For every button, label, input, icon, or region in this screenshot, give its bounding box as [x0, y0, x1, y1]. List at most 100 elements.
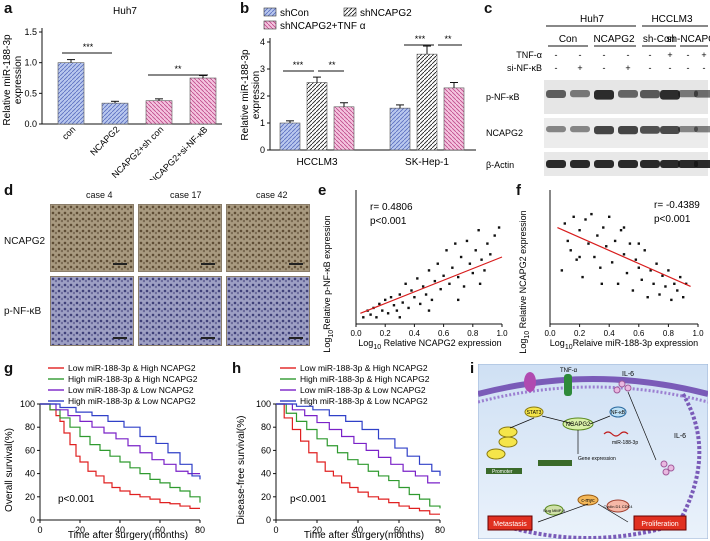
panel-c-band-actin: β-Actin: [486, 160, 514, 170]
c-sinfkb-sign: -: [555, 63, 558, 73]
panel-e-chart: Log10Relative p-NF-κB expression Log10 R…: [322, 190, 508, 353]
scatter-point: [457, 298, 460, 302]
il6-icon-2: [660, 460, 675, 476]
i-mir: miR-188-3p: [612, 440, 638, 446]
scatter-point: [596, 234, 599, 237]
band-ncapg2: [546, 126, 566, 133]
panel-c-blot: Huh7 HCCLM3 Con NCAPG2 sh-Con sh-NCAPG2 …: [486, 14, 710, 176]
panel-b-ylabel-1: Relative miR-188-3p: [240, 49, 251, 141]
panel-g-ylabel: Overall survival(%): [4, 428, 15, 512]
scatter-point: [646, 296, 649, 299]
c-sinfkb-sign: -: [703, 63, 706, 73]
band-pnfkb: [660, 90, 680, 100]
legend-shncapg2: shNCAPG2: [360, 8, 412, 19]
scatter-point: [649, 269, 652, 272]
panel-d-ihc: case 4 case 17 case 42 NCAPG2 p-NF-κB: [0, 182, 316, 358]
band-pnfkb: [694, 90, 710, 98]
km-xtick-label: 40: [115, 525, 125, 535]
band-actin: [594, 160, 614, 168]
scatter-xtick-label: 0.4: [409, 329, 421, 338]
panel-b-sig-2: **: [328, 60, 336, 70]
a-ytick-label: 0.5: [24, 88, 37, 98]
panel-c-group-ncapg2: NCAPG2: [593, 34, 635, 45]
nfkb-node: [609, 406, 627, 418]
scatter-point: [421, 285, 425, 288]
panel-c-band-ncapg2: NCAPG2: [486, 128, 523, 138]
panel-c-group-shcon: sh-Con: [643, 34, 675, 45]
band-pnfkb: [678, 90, 698, 98]
scatter-point: [637, 266, 640, 269]
scatter-xtick-label: 0.8: [663, 329, 675, 338]
b-category-label: HCCLM3: [296, 157, 338, 168]
legend-swatch-shcon: [263, 7, 277, 17]
scatter-point: [652, 282, 655, 285]
b-ytick-label: 2: [260, 91, 265, 101]
scatter-point: [427, 309, 431, 312]
i-nfkb: NF-κB: [611, 410, 626, 416]
c-sinfkb-sign: -: [603, 63, 606, 73]
km-curve: [40, 403, 200, 509]
band-pnfkb: [640, 90, 660, 99]
b-bar: [333, 106, 355, 151]
scatter-point: [593, 255, 596, 259]
panel-f-xlabel: Log10Relaive miR-188-3p expression: [550, 338, 698, 351]
band-actin: [660, 160, 680, 168]
c-tnf-sign: -: [627, 50, 630, 60]
i-metastasis: Metastasis: [493, 521, 527, 528]
panel-g-letter: g: [4, 360, 14, 377]
scatter-point: [465, 239, 469, 243]
membrane: [478, 376, 708, 397]
b-category-label: SK-Hep-1: [405, 157, 449, 168]
km-ytick-label: 40: [25, 469, 35, 479]
b-bar: [443, 87, 465, 151]
km-curve: [276, 403, 441, 476]
panel-c-group-con: Con: [559, 34, 577, 45]
scatter-point: [560, 269, 564, 272]
panel-h-p: p<0.001: [290, 494, 327, 505]
panel-a-chart: Huh7 Relative miR-188-3p expression 0.0 0…: [2, 6, 222, 180]
scatter-point: [587, 242, 590, 245]
band-ncapg2: [618, 126, 638, 135]
scatter-point: [634, 258, 638, 261]
scatter-xtick-label: 0.6: [438, 329, 450, 338]
c-tnf-sign: -: [603, 50, 606, 60]
panel-d-case-4: case 4: [86, 190, 113, 200]
km-ytick-label: 60: [25, 445, 35, 455]
scatter-point: [478, 282, 482, 285]
scatter-point: [497, 226, 501, 229]
km-curve: [40, 403, 201, 480]
c-tnf-sign: -: [555, 50, 558, 60]
panel-i-letter: i: [470, 360, 475, 377]
c-sinfkb-sign: +: [577, 63, 582, 73]
band-ncapg2: [570, 126, 590, 133]
ihc-pnfkb-case42: [226, 276, 310, 346]
i-proliferation: Proliferation: [641, 521, 678, 528]
scatter-point: [628, 242, 632, 245]
scatter-point: [386, 312, 390, 315]
km-curve: [276, 403, 440, 484]
scatter-point: [581, 275, 584, 279]
scatter-point: [389, 296, 393, 299]
c-tnf-sign: -: [579, 50, 582, 60]
scatter-point: [584, 218, 587, 221]
scatter-xtick-label: 0.0: [350, 329, 362, 338]
legend-swatch-tnf: [263, 20, 277, 30]
scatter-point: [427, 269, 431, 272]
scatter-point: [613, 239, 617, 243]
band-pnfkb: [618, 90, 638, 98]
scatter-point: [395, 309, 399, 312]
panel-c-row-sinfkb: si-NF-κB: [507, 63, 542, 73]
a-ytick-label: 0.0: [24, 119, 37, 129]
band-actin: [618, 160, 638, 168]
a-bar: [145, 100, 173, 125]
scatter-point: [457, 275, 460, 279]
panel-c-row-tnf: TNF-α: [516, 50, 542, 60]
scatter-point: [572, 215, 575, 218]
panel-d-case-42: case 42: [256, 190, 288, 200]
i-il6-b: IL-6: [674, 433, 686, 440]
panel-c-cell1: Huh7: [580, 14, 604, 25]
band-pnfkb: [546, 90, 566, 98]
fit-line: [360, 256, 503, 314]
scatter-point: [489, 253, 492, 256]
km-xtick-label: 60: [155, 525, 165, 535]
